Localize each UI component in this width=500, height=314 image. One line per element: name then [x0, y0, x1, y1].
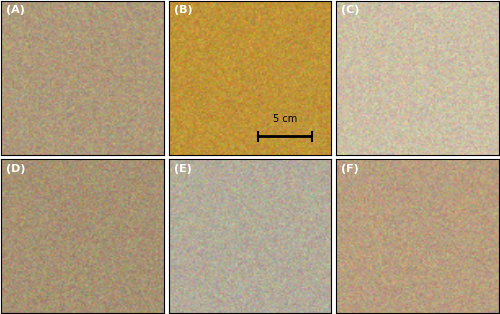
Text: (C): (C) [341, 5, 359, 15]
Text: (D): (D) [6, 164, 25, 174]
Text: 5 cm: 5 cm [273, 114, 297, 124]
Text: (B): (B) [174, 5, 192, 15]
Text: (F): (F) [341, 164, 359, 174]
Text: (A): (A) [6, 5, 25, 15]
Text: (E): (E) [174, 164, 192, 174]
